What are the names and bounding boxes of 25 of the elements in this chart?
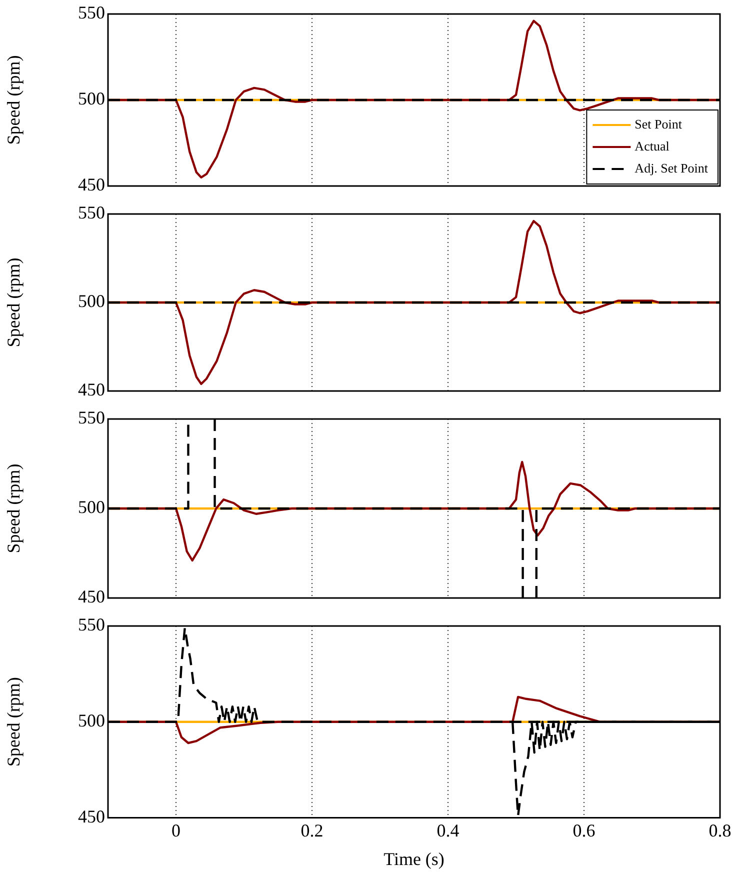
y-axis-title: Speed (rpm) — [4, 55, 24, 145]
x-tick-label: 0.6 — [572, 820, 596, 840]
y-tick-label: 550 — [78, 2, 105, 23]
y-axis-title: Speed (rpm) — [4, 677, 24, 767]
legend-label: Actual — [634, 138, 670, 154]
y-axis-title: Speed (rpm) — [4, 258, 24, 348]
y-tick-label: 450 — [78, 174, 105, 195]
y-tick-label: 500 — [78, 497, 105, 518]
legend-label: Adj. Set Point — [634, 160, 708, 176]
x-tick-label: 0.8 — [708, 820, 732, 840]
y-tick-label: 500 — [78, 88, 105, 109]
y-tick-label: 550 — [78, 202, 105, 223]
y-tick-label: 500 — [78, 710, 105, 731]
y-tick-label: 450 — [78, 586, 105, 607]
y-tick-label: 450 — [78, 380, 105, 400]
x-tick-label: 0 — [172, 820, 180, 840]
legend-label: Set Point — [634, 116, 682, 132]
y-tick-label: 450 — [78, 806, 105, 827]
x-tick-label: 0.4 — [436, 820, 460, 840]
y-tick-label: 500 — [78, 291, 105, 312]
x-axis-title: Time (s) — [384, 848, 444, 869]
y-tick-label: 550 — [78, 408, 105, 428]
x-tick-label: 0.2 — [300, 820, 324, 840]
y-axis-title: Speed (rpm) — [4, 464, 24, 554]
y-tick-label: 550 — [78, 614, 105, 635]
